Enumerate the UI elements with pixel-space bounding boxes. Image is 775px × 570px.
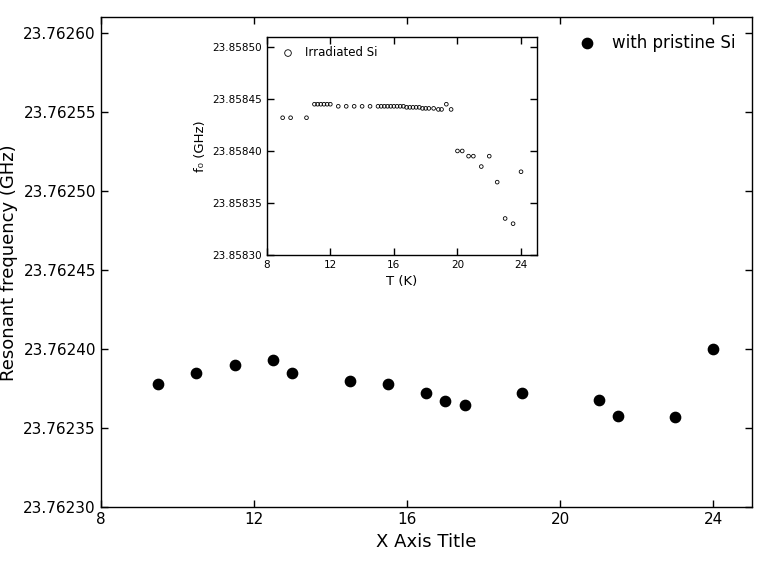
with pristine Si: [420, 389, 432, 398]
with pristine Si: [191, 368, 203, 377]
with pristine Si: [458, 400, 470, 409]
with pristine Si: [516, 389, 529, 398]
X-axis label: X Axis Title: X Axis Title: [376, 533, 477, 551]
with pristine Si: [267, 356, 279, 365]
with pristine Si: [611, 411, 624, 420]
with pristine Si: [592, 395, 604, 404]
with pristine Si: [152, 380, 164, 389]
with pristine Si: [439, 397, 452, 406]
with pristine Si: [343, 376, 356, 385]
with pristine Si: [708, 345, 720, 354]
with pristine Si: [229, 360, 241, 369]
Legend: with pristine Si: with pristine Si: [562, 26, 743, 60]
with pristine Si: [669, 413, 681, 422]
with pristine Si: [382, 380, 394, 389]
with pristine Si: [286, 368, 298, 377]
Y-axis label: Resonant frequency (GHz): Resonant frequency (GHz): [0, 144, 18, 381]
